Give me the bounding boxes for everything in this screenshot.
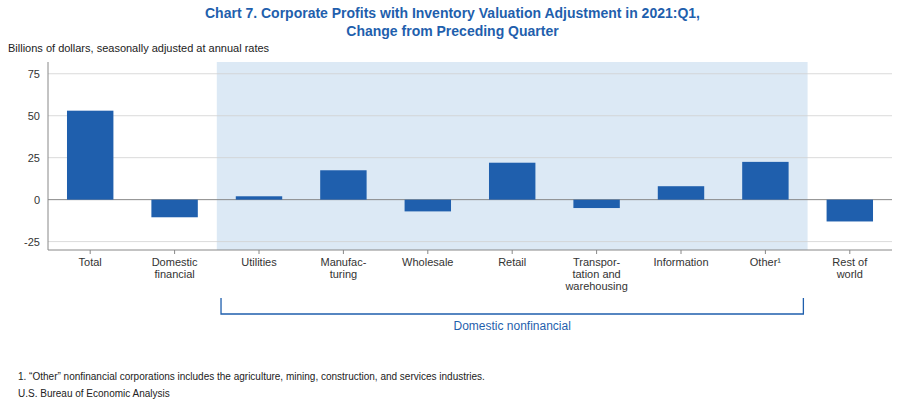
source: U.S. Bureau of Economic Analysis xyxy=(18,388,170,399)
x-tick-label: Transpor-tation andwarehousing xyxy=(564,256,627,292)
bars xyxy=(67,111,873,222)
x-tick-label-line: Retail xyxy=(498,256,526,268)
bar xyxy=(573,200,619,208)
bar xyxy=(320,170,366,199)
bar xyxy=(405,200,451,212)
y-tick-label: 50 xyxy=(28,110,40,122)
x-tick xyxy=(512,250,513,254)
chart: Chart 7. Corporate Profits with Inventor… xyxy=(0,0,905,405)
x-tick-label: Information xyxy=(653,256,708,268)
x-tick xyxy=(174,250,175,254)
x-tick-label: Retail xyxy=(498,256,526,268)
x-tick xyxy=(90,250,91,254)
x-tick-label: Manufac-turing xyxy=(320,256,366,280)
grid-line xyxy=(48,157,892,158)
y-tick-label: -25 xyxy=(24,236,40,248)
x-tick-label: Utilities xyxy=(241,256,277,268)
y-tick-label: 75 xyxy=(28,68,40,80)
x-tick-label: Total xyxy=(79,256,102,268)
y-axis-label: Billions of dollars, seasonally adjusted… xyxy=(8,42,270,54)
bar xyxy=(827,200,873,222)
x-tick-label-line: Total xyxy=(79,256,102,268)
x-tick-label-line: warehousing xyxy=(564,280,627,292)
x-tick xyxy=(681,250,682,254)
x-tick-label-line: Other¹ xyxy=(750,256,782,268)
x-tick xyxy=(343,250,344,254)
x-tick-label-line: Manufac- xyxy=(320,256,366,268)
x-tick-label: Rest ofworld xyxy=(832,256,868,280)
annotation-bracket xyxy=(221,298,803,314)
x-tick-label-line: Information xyxy=(653,256,708,268)
x-tick-label-line: financial xyxy=(154,268,194,280)
footnote: 1. “Other” nonfinancial corporations inc… xyxy=(18,371,485,382)
x-tick xyxy=(427,250,428,254)
x-tick xyxy=(259,250,260,254)
grid-line xyxy=(48,115,892,116)
x-tick-label-line: world xyxy=(836,268,863,280)
bar xyxy=(489,163,535,200)
subtitle: Change from Preceding Quarter xyxy=(346,23,559,39)
grid-line xyxy=(48,241,892,242)
x-tick-label: Wholesale xyxy=(402,256,453,268)
bar xyxy=(151,200,197,218)
bar xyxy=(742,162,788,200)
x-tick-label-line: Transpor- xyxy=(573,256,621,268)
annotation-region xyxy=(217,62,808,250)
annotation: Domestic nonfinancial xyxy=(453,319,570,333)
x-tick-label-line: tation and xyxy=(572,268,620,280)
y-axis-line xyxy=(48,62,49,250)
x-tick xyxy=(596,250,597,254)
x-tick-label-line: Wholesale xyxy=(402,256,453,268)
x-tick-label: Other¹ xyxy=(750,256,782,268)
x-tick-label-line: Utilities xyxy=(241,256,277,268)
title: Chart 7. Corporate Profits with Inventor… xyxy=(205,5,700,21)
bar xyxy=(236,196,282,199)
x-tick-label-line: turing xyxy=(330,268,358,280)
x-tick-label-line: Domestic xyxy=(152,256,198,268)
x-tick xyxy=(849,250,850,254)
y-tick-label: 0 xyxy=(34,194,40,206)
y-tick-label: 25 xyxy=(28,152,40,164)
grid-line xyxy=(48,73,892,74)
bar xyxy=(658,186,704,199)
bar xyxy=(67,111,113,200)
x-tick xyxy=(765,250,766,254)
x-tick-label: Domesticfinancial xyxy=(152,256,198,280)
x-tick-label-line: Rest of xyxy=(832,256,868,268)
